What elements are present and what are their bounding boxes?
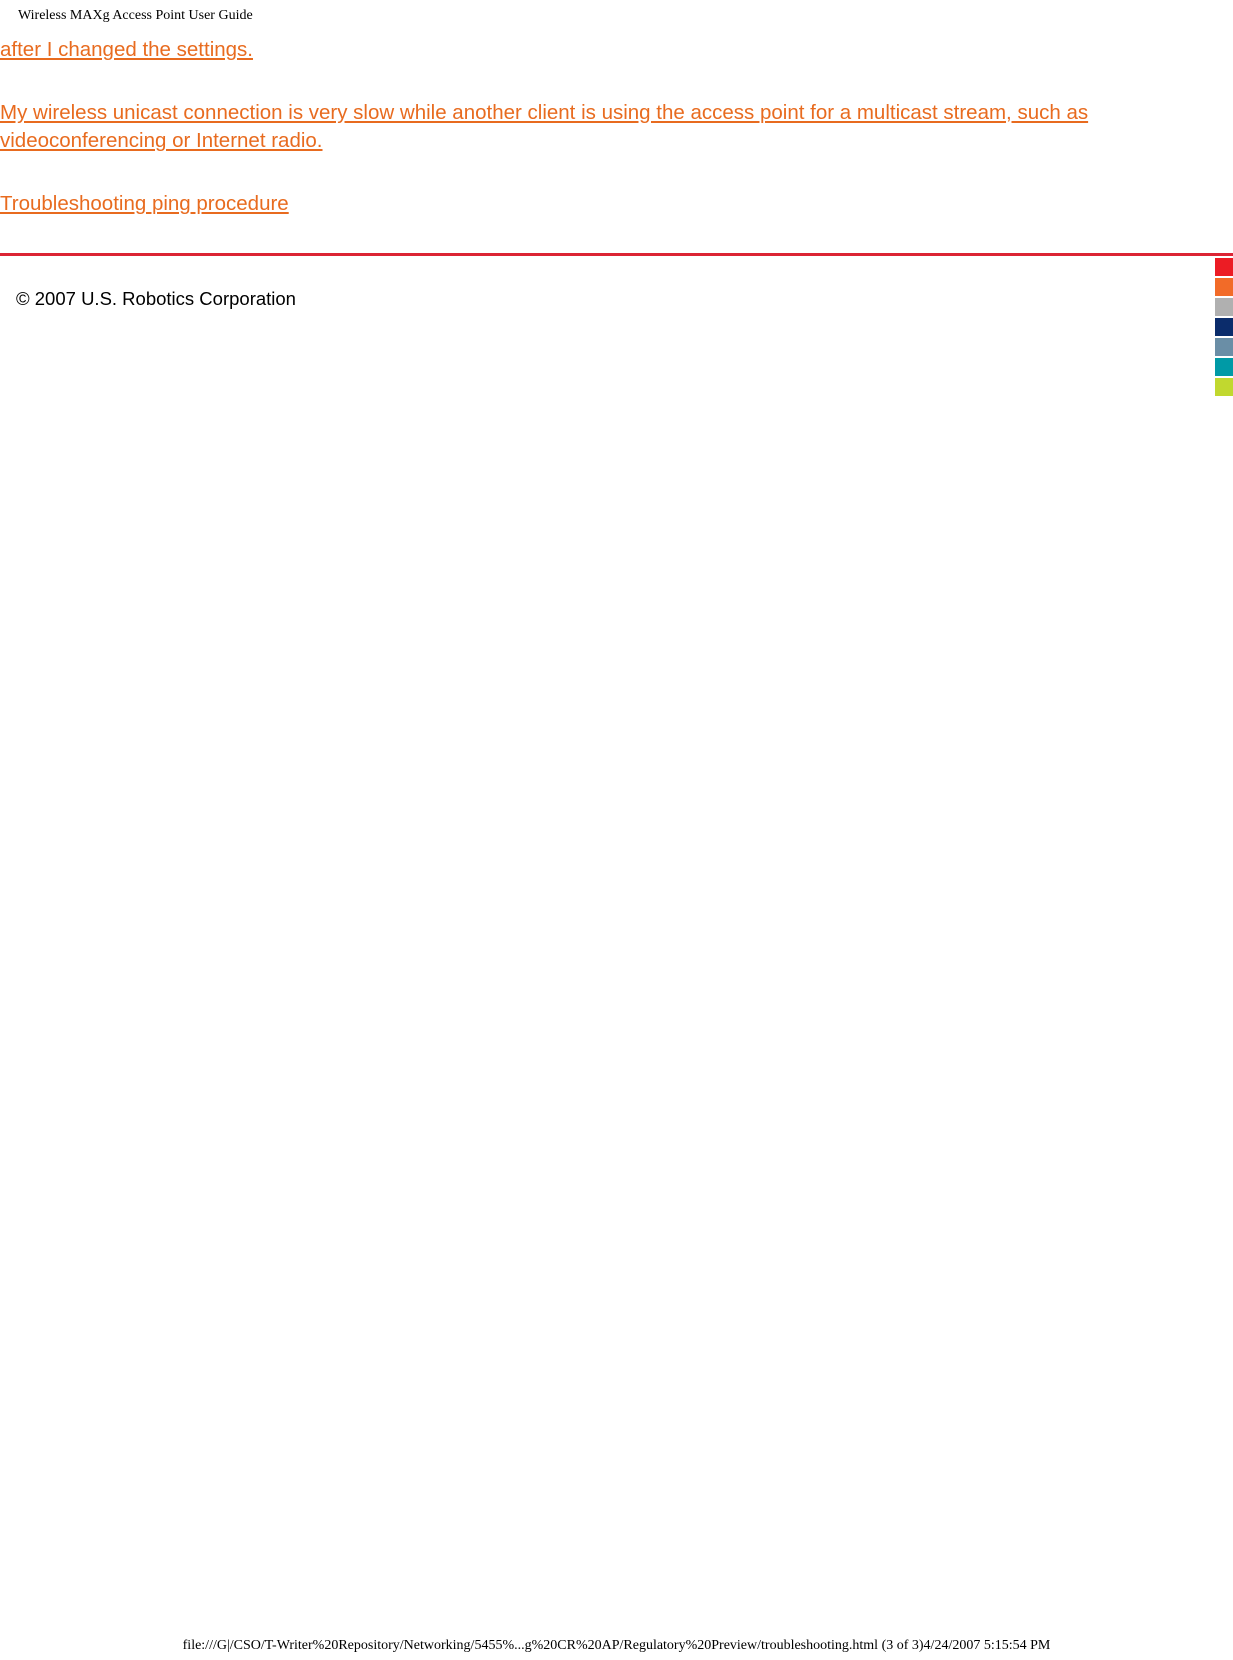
link-unicast-slow[interactable]: My wireless unicast connection is very s… [0,101,1088,153]
color-square-3 [1215,318,1233,336]
color-square-5 [1215,358,1233,376]
color-square-2 [1215,298,1233,316]
color-square-1 [1215,278,1233,296]
link-settings-changed[interactable]: after I changed the settings. [0,38,253,61]
page-header-title: Wireless MAXg Access Point User Guide [18,8,1233,24]
copyright-text: © 2007 U.S. Robotics Corporation [16,288,296,310]
link-ping-procedure[interactable]: Troubleshooting ping procedure [0,192,289,215]
footer-file-path: file:///G|/CSO/T-Writer%20Repository/Net… [0,1638,1233,1660]
color-square-6 [1215,378,1233,396]
color-square-4 [1215,338,1233,356]
color-squares-strip [1215,258,1233,398]
separator-line [0,253,1233,256]
color-square-0 [1215,258,1233,276]
